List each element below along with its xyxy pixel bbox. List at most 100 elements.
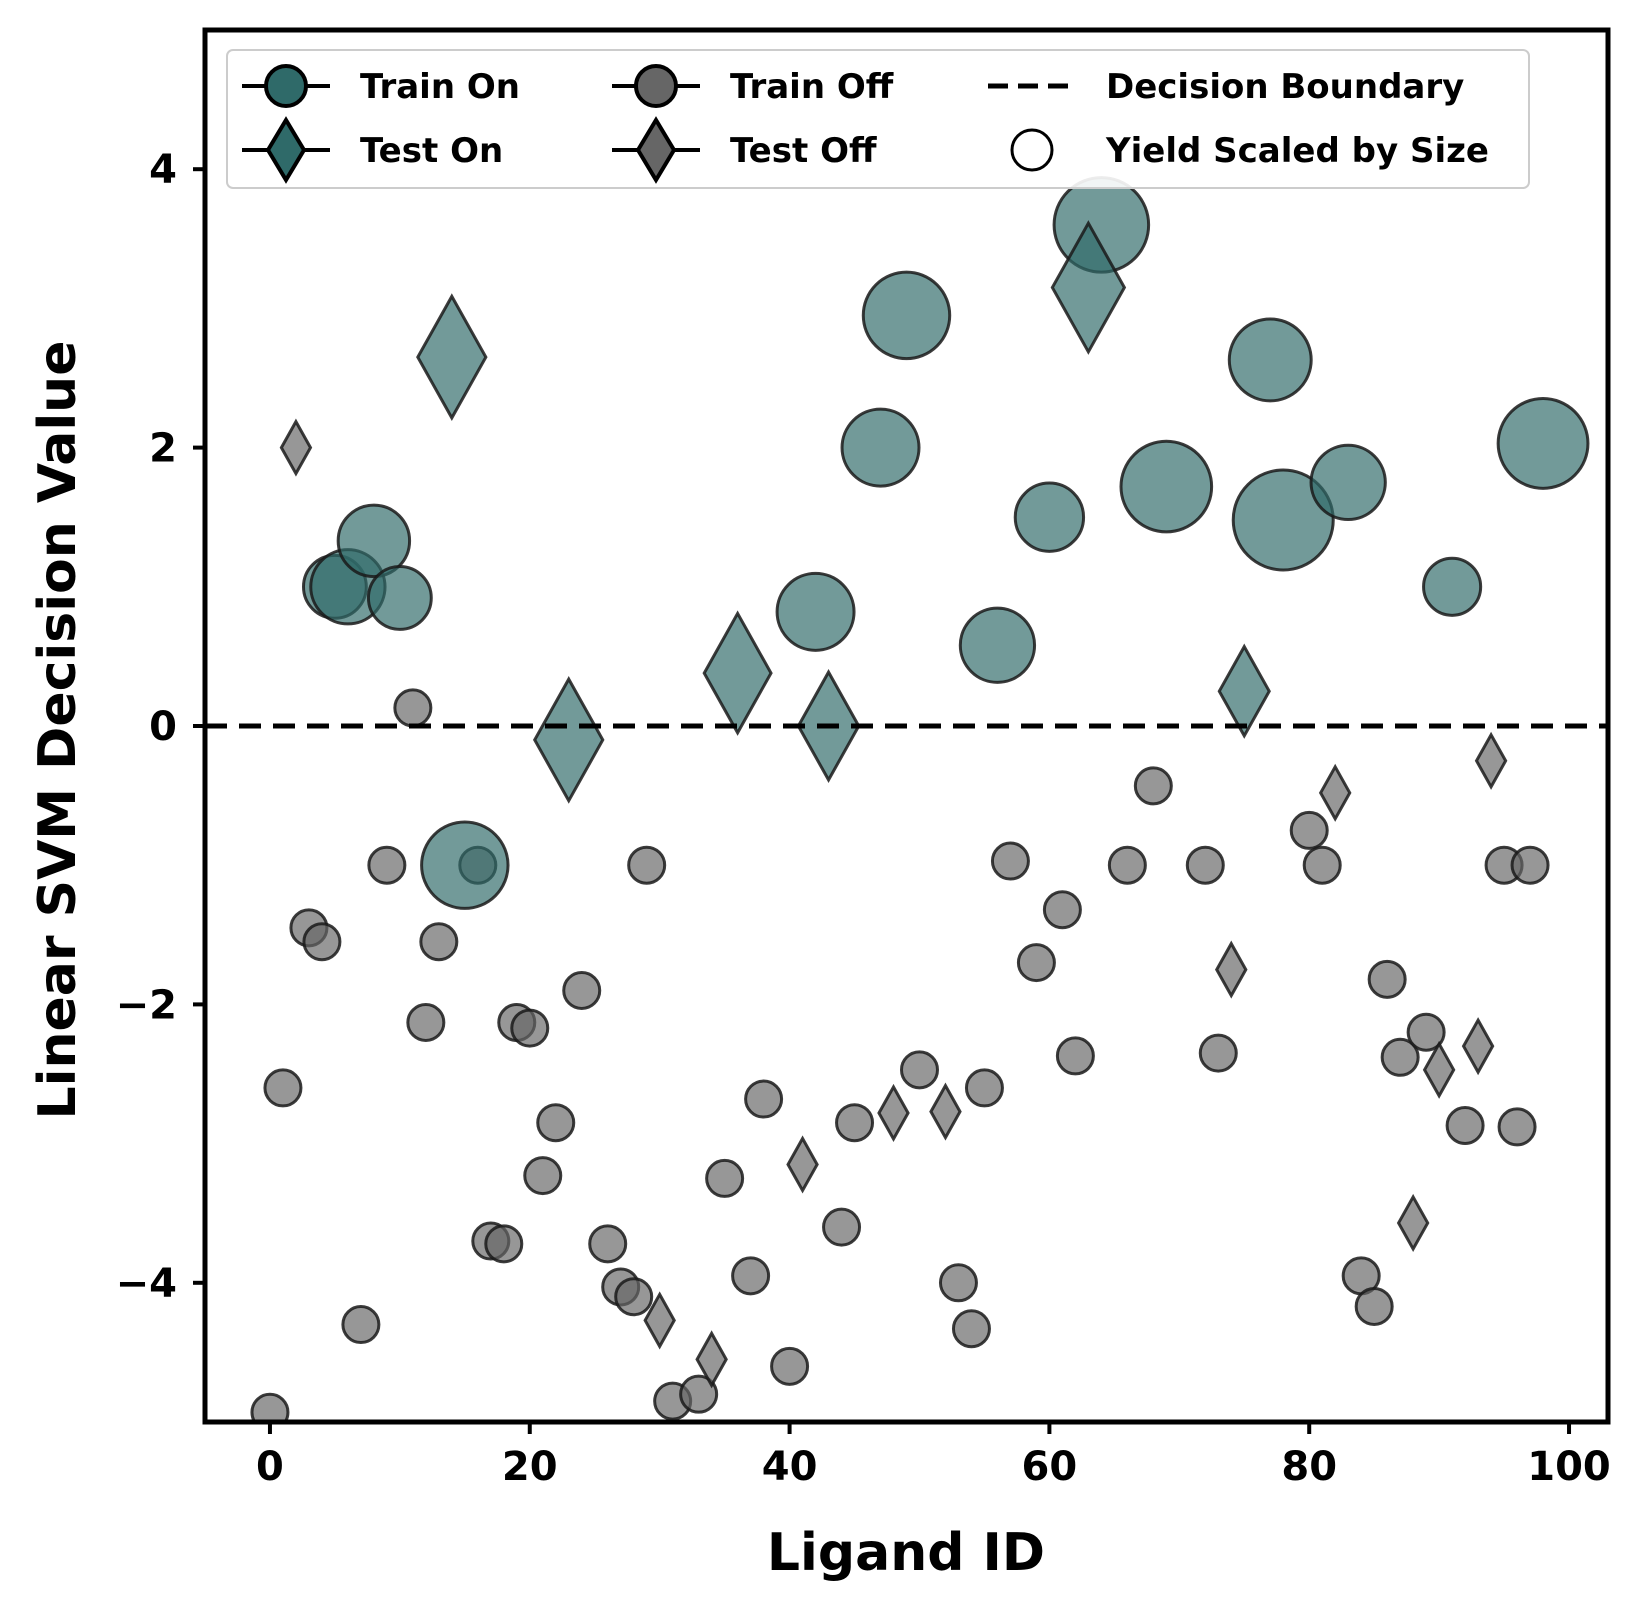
train-off-point (510, 1008, 550, 1048)
train-on-point (775, 571, 856, 652)
x-tick-label: 40 (762, 1444, 818, 1490)
train-off-point (951, 1309, 991, 1349)
train-off-point (744, 1079, 784, 1119)
train-on-point (1422, 556, 1483, 617)
train-on-point (420, 820, 510, 910)
test-off-point (929, 1082, 962, 1141)
x-tick-label: 20 (502, 1444, 558, 1490)
train-on-point (336, 503, 412, 579)
x-axis-label: Ligand ID (767, 1523, 1045, 1583)
y-tick-label: 4 (149, 147, 177, 193)
test-off-point (877, 1083, 910, 1143)
train-off-point (341, 1305, 381, 1345)
x-tick-label: 0 (256, 1444, 284, 1490)
test-on-point (532, 676, 605, 804)
train-off-point (1107, 845, 1147, 885)
train-on-point (1309, 443, 1387, 522)
y-axis-label: Linear SVM Decision Value (28, 341, 88, 1120)
legend-test-on-label: Test On (360, 131, 503, 171)
train-off-point (938, 1263, 978, 1303)
train-off-point (1302, 845, 1342, 885)
legend-yield-scaled-by-size-marker (1010, 128, 1054, 172)
train-on-point (1013, 481, 1086, 553)
test-off-point (1461, 1017, 1495, 1076)
test-off-point (1396, 1193, 1430, 1253)
y-tick-label: 0 (149, 704, 177, 750)
train-on-point (1231, 468, 1335, 572)
train-off-point (1055, 1036, 1095, 1076)
train-off-point (1497, 1107, 1537, 1147)
test-on-point (702, 610, 773, 736)
legend-train-on-label: Train On (360, 67, 520, 107)
train-off-point (1198, 1033, 1238, 1073)
train-off-point (835, 1103, 875, 1143)
data-points-layer (250, 176, 1590, 1422)
x-tick-label: 60 (1022, 1444, 1078, 1490)
train-off-point (627, 845, 667, 885)
train-off-point (1133, 766, 1173, 806)
train-off-point (964, 1068, 1004, 1108)
train-off-point (1016, 943, 1056, 983)
test-off-point (279, 418, 313, 477)
train-off-point (367, 845, 407, 885)
train-off-point (1510, 845, 1550, 885)
legend-box (226, 49, 1530, 189)
train-off-point (1445, 1106, 1485, 1146)
test-off-point (1422, 1040, 1456, 1099)
train-on-point (840, 407, 921, 488)
test-off-point (1318, 763, 1352, 822)
test-on-point (1217, 643, 1271, 739)
legend-test-on-marker (265, 116, 307, 184)
train-off-point (302, 922, 342, 962)
train-off-point (1185, 845, 1225, 885)
train-off-point (250, 1392, 290, 1422)
train-off-point (1042, 890, 1082, 930)
legend-yield-scaled-by-size-label: Yield Scaled by Size (1105, 131, 1489, 171)
test-off-point (1214, 940, 1248, 999)
train-off-point (484, 1224, 524, 1264)
train-off-point (1354, 1286, 1394, 1326)
legend-decision-boundary-label: Decision Boundary (1106, 67, 1464, 107)
train-off-point (406, 1002, 446, 1042)
legend-test-off-marker (635, 116, 677, 184)
legend-train-off-marker (634, 64, 678, 108)
train-off-point (1289, 810, 1329, 850)
train-off-point (562, 970, 602, 1010)
test-off-point (695, 1330, 728, 1389)
axes-layer: 0 20 40 60 80 100 −4 −2 0 2 4 (116, 27, 1611, 1490)
train-off-point (523, 1156, 563, 1196)
test-off-point (1474, 731, 1508, 790)
train-off-point (536, 1103, 576, 1143)
x-tick-label: 80 (1281, 1444, 1337, 1490)
train-off-point (705, 1158, 745, 1198)
test-off-point (786, 1135, 819, 1194)
train-off-point (731, 1256, 771, 1296)
y-tick-label: −2 (116, 982, 177, 1028)
train-off-point (1406, 1012, 1446, 1052)
train-off-point (263, 1068, 303, 1108)
y-tick-label: 2 (149, 426, 177, 472)
train-off-point (419, 922, 459, 962)
test-on-point (416, 293, 488, 421)
train-off-point (588, 1224, 628, 1264)
train-off-point (822, 1207, 862, 1247)
legend: Train On Train Off Decision Boundary Test O… (226, 49, 1530, 189)
train-off-point (614, 1277, 654, 1317)
train-off-point (393, 688, 433, 728)
legend-train-on-marker (264, 64, 308, 108)
train-on-point (366, 565, 433, 631)
train-off-point (899, 1050, 939, 1090)
train-on-point (958, 606, 1037, 684)
test-off-point (643, 1291, 676, 1350)
train-off-point (770, 1346, 810, 1386)
train-off-point (679, 1374, 719, 1414)
legend-test-off-label: Test Off (730, 131, 877, 171)
train-off-point (990, 841, 1030, 881)
test-on-point (1050, 220, 1127, 355)
x-tick-label: 100 (1527, 1444, 1611, 1490)
train-on-point (1119, 439, 1214, 534)
legend-train-off-label: Train Off (730, 67, 894, 107)
train-off-point (1367, 959, 1407, 999)
y-tick-label: −4 (116, 1261, 177, 1307)
